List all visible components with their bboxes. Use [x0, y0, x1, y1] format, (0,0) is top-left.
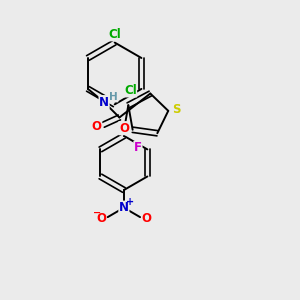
Text: N: N [99, 96, 109, 109]
Text: O: O [142, 212, 152, 225]
Text: Cl: Cl [108, 28, 121, 41]
Text: S: S [172, 103, 181, 116]
Text: Cl: Cl [124, 84, 136, 97]
Text: O: O [96, 212, 106, 225]
Text: −: − [93, 208, 101, 218]
Text: O: O [92, 120, 102, 133]
Text: F: F [134, 141, 142, 154]
Text: N: N [119, 201, 129, 214]
Text: O: O [119, 122, 129, 135]
Text: +: + [126, 197, 134, 207]
Text: H: H [109, 92, 118, 102]
